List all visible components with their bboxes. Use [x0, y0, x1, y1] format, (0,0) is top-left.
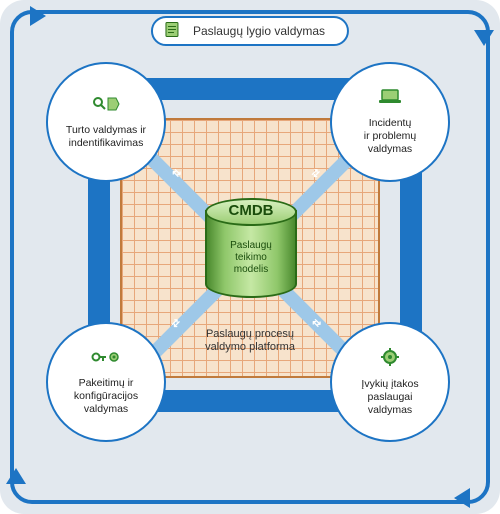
outer-arrowhead	[474, 30, 494, 46]
outer-arrowhead	[30, 6, 46, 26]
node-event-impact-mgmt: Įvykių įtakospaslaugaivaldymas	[330, 322, 450, 442]
outer-arrowhead	[454, 488, 470, 508]
document-icon	[165, 22, 179, 41]
key-gear-icon	[91, 348, 121, 371]
node-incident-mgmt: Incidentųir problemųvaldymas	[330, 62, 450, 182]
node-change-config-mgmt: Pakeitimų irkonfigūracijosvaldymas	[46, 322, 166, 442]
node-label: Incidentųir problemųvaldymas	[364, 117, 417, 156]
node-label: Įvykių įtakospaslaugaivaldymas	[361, 378, 418, 417]
node-label: Pakeitimų irkonfigūracijosvaldymas	[74, 377, 138, 416]
service-level-pill: Paslaugų lygio valdymas	[151, 16, 349, 46]
node-asset-mgmt: Turto valdymas irindentifikavimas	[46, 62, 166, 182]
node-label: Turto valdymas irindentifikavimas	[66, 124, 146, 150]
gear-icon	[380, 347, 400, 372]
cmdb-cylinder: CMDB Paslaugųteikimomodelis	[205, 198, 297, 310]
diagram-canvas: Paslaugų lygio valdymas ⇄ ⇄ ⇄ ⇄ Paslaugų…	[0, 0, 500, 514]
platform-label: Paslaugų procesųvaldymo platforma	[160, 328, 340, 354]
pill-label: Paslaugų lygio valdymas	[193, 24, 325, 38]
outer-arrowhead	[6, 468, 26, 484]
laptop-icon	[378, 88, 402, 111]
cmdb-title: CMDB	[205, 202, 297, 219]
search-tag-icon	[92, 95, 120, 118]
cmdb-subtitle: Paslaugųteikimomodelis	[205, 240, 297, 276]
